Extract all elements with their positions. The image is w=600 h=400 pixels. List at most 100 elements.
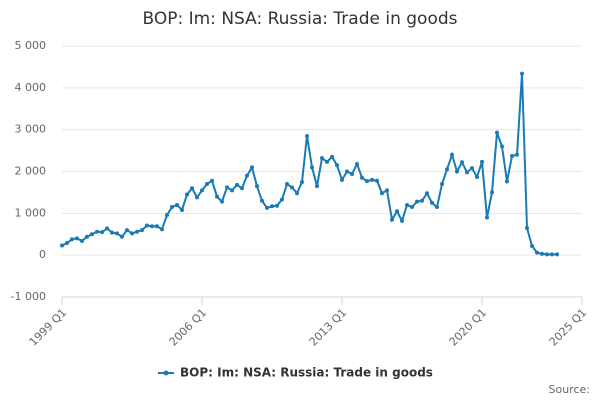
point [345,169,349,174]
point [500,144,504,149]
point [385,188,389,193]
point [545,252,549,257]
point [305,133,309,138]
point [530,243,534,248]
point [255,184,259,189]
point [120,234,124,239]
point [365,179,369,184]
point [390,217,394,222]
point [235,182,239,187]
point [480,159,484,164]
x-tick-label: 1999 Q1 [27,306,70,349]
point [495,130,499,135]
point [260,198,264,203]
x-tick-label: 2006 Q1 [167,306,210,349]
point [295,191,299,196]
point [155,224,159,229]
point [265,205,269,210]
y-tick-label: 1 000 [15,206,47,219]
point [300,179,304,184]
y-tick-label: 5 000 [15,39,47,52]
point [170,205,174,210]
point [70,237,74,242]
line [61,73,557,256]
point [535,250,539,255]
point [400,218,404,223]
point [310,165,314,170]
point [190,186,194,191]
point [395,209,399,214]
point [455,169,459,174]
point [465,170,469,175]
point [110,230,114,235]
point [125,228,129,233]
point [230,188,234,193]
point [410,205,414,210]
point [100,230,104,235]
point [525,225,529,230]
y-tick-label: 3 000 [15,123,47,136]
point [435,205,439,210]
point [85,234,89,239]
point [245,173,249,178]
point [180,207,184,212]
point [195,195,199,200]
point [270,204,274,209]
point [315,184,319,189]
point [335,163,339,168]
point [225,185,229,190]
point [470,166,474,171]
point [425,191,429,196]
point [175,202,179,207]
point [285,182,289,187]
point [460,160,464,165]
point [540,251,544,256]
point [415,199,419,204]
point [185,192,189,197]
point [75,236,79,241]
point [550,252,554,257]
point [440,182,444,187]
point [505,179,509,184]
point [105,226,109,231]
point [405,202,409,207]
point [95,229,99,234]
point [65,241,69,246]
y-tick-label: 0 [39,248,46,261]
point [520,71,524,76]
point [360,175,364,180]
source: Source: [549,383,591,396]
point [215,194,219,199]
point [150,224,154,229]
point [220,199,224,204]
point [160,227,164,232]
point [325,159,329,164]
point [490,190,494,195]
point [380,191,384,196]
point [275,203,279,208]
x-tick-label: 2020 Q1 [447,306,490,349]
point [200,188,204,193]
y-tick-label: 4 000 [15,81,47,94]
point [145,223,149,228]
point [355,161,359,166]
point [60,243,64,248]
chart-title: BOP: Im: NSA: Russia: Trade in goods [142,9,457,29]
point [140,228,144,233]
point [240,186,244,191]
legend-label: BOP: Im: NSA: Russia: Trade in goods [180,366,433,380]
y-tick-label: 2 000 [15,165,47,178]
point [280,197,284,202]
point [130,231,134,236]
point [135,229,139,234]
point [340,177,344,182]
y-tick-label: -1 000 [11,290,46,303]
point [445,167,449,172]
point [450,152,454,157]
legend-marker [163,370,169,376]
x-tick-label: 2025 Q1 [547,306,590,349]
point [320,156,324,161]
point [510,154,514,159]
point [420,198,424,203]
